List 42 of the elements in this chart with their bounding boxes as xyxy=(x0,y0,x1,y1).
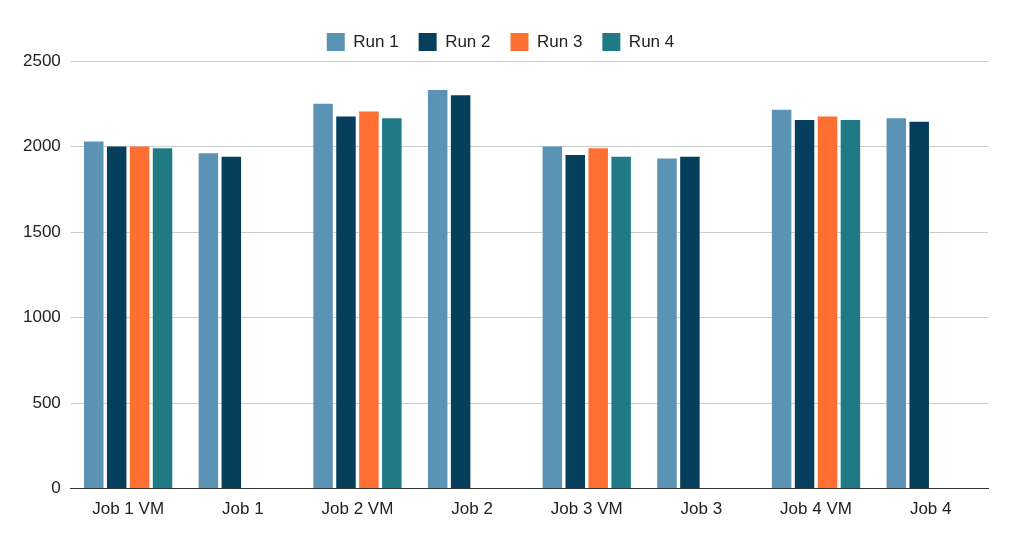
bar xyxy=(657,158,677,489)
bar xyxy=(588,148,608,489)
bar xyxy=(382,118,402,489)
bar xyxy=(359,111,379,489)
legend-label: Run 2 xyxy=(445,31,491,51)
y-tick-label: 1000 xyxy=(22,307,61,327)
bar xyxy=(129,146,150,489)
x-tick-label: Job 4 xyxy=(909,499,952,519)
y-tick-label: 2500 xyxy=(22,50,61,70)
bar xyxy=(336,116,356,489)
bar xyxy=(680,156,700,489)
bar xyxy=(771,109,792,489)
y-tick-label: 1500 xyxy=(22,221,61,241)
bar xyxy=(450,95,471,489)
bar xyxy=(794,120,815,489)
x-tick-label: Job 4 VM xyxy=(780,499,852,519)
x-tick-label: Job 2 VM xyxy=(321,499,394,519)
x-tick-label: Job 3 VM xyxy=(550,499,623,519)
bar xyxy=(427,90,448,489)
bar xyxy=(611,156,631,489)
bar xyxy=(817,116,838,489)
y-tick-label: 0 xyxy=(51,478,61,498)
x-tick-label: Job 1 xyxy=(221,499,264,519)
bar xyxy=(886,118,907,489)
bar xyxy=(565,155,586,489)
bar xyxy=(542,146,563,489)
y-tick-label: 500 xyxy=(32,392,61,412)
bar xyxy=(152,148,173,489)
legend-label: Run 3 xyxy=(537,31,583,51)
legend-label: Run 4 xyxy=(628,31,675,51)
legend-label: Run 1 xyxy=(353,31,399,51)
bar xyxy=(84,141,104,489)
y-tick-label: 2000 xyxy=(22,136,61,156)
bar xyxy=(313,103,333,489)
bar xyxy=(909,121,929,489)
bar xyxy=(106,146,127,489)
x-tick-label: Job 1 VM xyxy=(92,499,165,519)
x-tick-label: Job 3 xyxy=(680,499,723,519)
x-tick-label: Job 2 xyxy=(451,499,493,519)
bar xyxy=(840,120,861,489)
bar xyxy=(221,156,242,489)
bar xyxy=(198,153,219,489)
